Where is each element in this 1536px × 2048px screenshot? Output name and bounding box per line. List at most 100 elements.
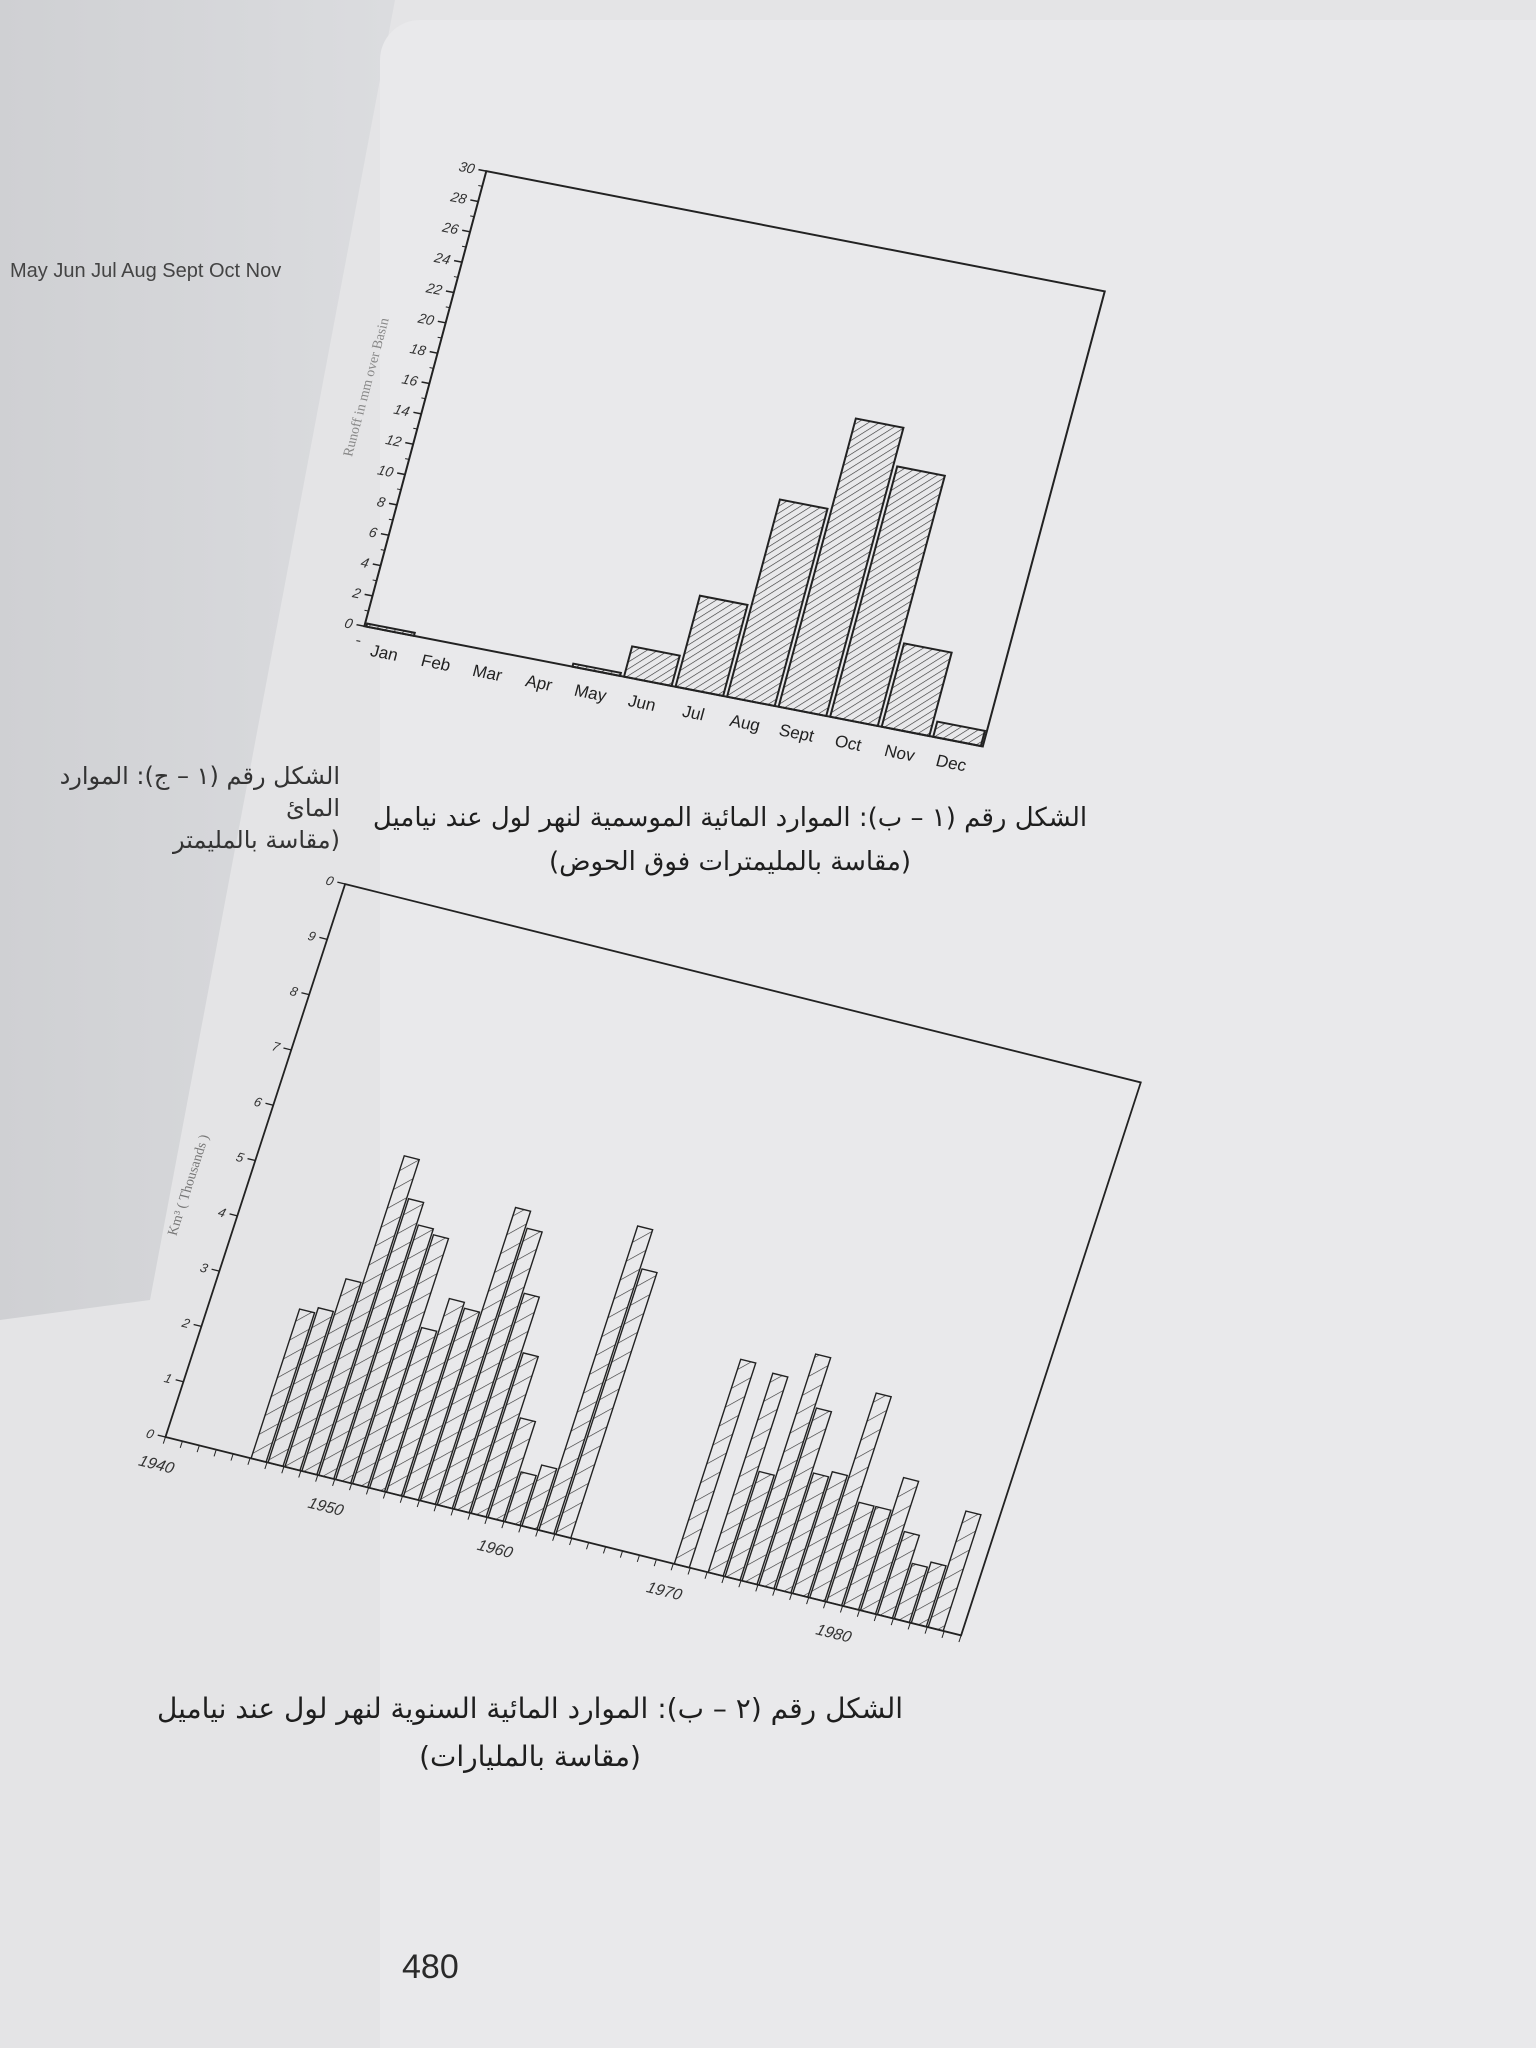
x-tick bbox=[958, 1635, 962, 1643]
y-tick-label: 1 bbox=[162, 1370, 174, 1386]
bar-1975 bbox=[758, 1407, 833, 1590]
y-tick-label: 4 bbox=[359, 554, 371, 571]
x-tick bbox=[755, 1584, 759, 1592]
bar-1979 bbox=[825, 1501, 875, 1607]
bar-1945 bbox=[250, 1308, 316, 1463]
x-tick bbox=[873, 1614, 877, 1622]
y-minor-tick bbox=[453, 276, 458, 278]
y-tick-label: 22 bbox=[424, 279, 445, 298]
x-tick bbox=[332, 1479, 336, 1487]
x-tick bbox=[552, 1533, 556, 1541]
x-tick bbox=[349, 1483, 353, 1491]
bar-1972 bbox=[707, 1372, 789, 1577]
y-minor-tick bbox=[437, 336, 442, 339]
y-tick bbox=[396, 472, 406, 476]
y-minor-tick bbox=[413, 427, 418, 430]
bar-1963 bbox=[554, 1268, 658, 1539]
y-tick-label: 7 bbox=[270, 1039, 282, 1055]
x-tick-label: Dec bbox=[934, 751, 969, 775]
seasonal-runoff-chart: 0 2 4 6 8 10 12 14 16 18 20 22 24 26 28 30 Runoff in mm … bbox=[283, 150, 1117, 831]
x-tick bbox=[196, 1445, 200, 1453]
left-page-month-labels: May Jun Jul Aug Sept Oct Nov bbox=[10, 260, 282, 282]
y-tick bbox=[356, 623, 365, 627]
y-tick-label: 0 bbox=[324, 873, 336, 889]
x-tick bbox=[890, 1618, 894, 1626]
y-tick bbox=[380, 532, 389, 536]
y-tick-label: 20 bbox=[416, 310, 437, 329]
bar-sept bbox=[777, 417, 905, 718]
bar-dec bbox=[931, 720, 987, 748]
x-tick bbox=[738, 1580, 742, 1588]
y-tick bbox=[319, 936, 328, 940]
x-tick bbox=[450, 1508, 454, 1516]
x-tick bbox=[602, 1546, 607, 1554]
bar-1947 bbox=[284, 1277, 362, 1472]
y-tick-label: 30 bbox=[457, 158, 477, 176]
x-tick-label: Jun bbox=[626, 691, 658, 715]
x-tick bbox=[721, 1576, 725, 1584]
bar-1957 bbox=[453, 1292, 541, 1514]
y-tick-label: 5 bbox=[234, 1149, 246, 1165]
left-caption-line1: الشكل رقم (١ – ج): الموارد المائ bbox=[59, 762, 340, 822]
x-tick-label: Apr bbox=[523, 671, 554, 694]
page-number: 480 bbox=[402, 1948, 459, 1986]
bar-jan bbox=[365, 622, 416, 638]
bar-1950 bbox=[334, 1224, 435, 1485]
bar-1970 bbox=[673, 1358, 757, 1569]
x-tick bbox=[264, 1462, 268, 1470]
y-tick bbox=[405, 441, 414, 445]
y-tick-label: 9 bbox=[306, 928, 318, 944]
y-tick-label: 0 bbox=[343, 615, 355, 632]
bar-1961 bbox=[521, 1464, 558, 1531]
x-tick-label: 1950 bbox=[306, 1495, 346, 1520]
x-tick bbox=[382, 1491, 387, 1499]
x-tick bbox=[162, 1436, 166, 1444]
bar-1946 bbox=[267, 1306, 335, 1468]
bar-1949 bbox=[317, 1197, 425, 1480]
y-axis-label: Runoff in mm over Basin bbox=[341, 317, 393, 458]
y-tick-label: 10 bbox=[376, 462, 396, 480]
y-minor-tick bbox=[405, 458, 410, 460]
x-tick bbox=[416, 1500, 420, 1508]
x-tick-label: 1970 bbox=[644, 1579, 684, 1604]
y-minor-tick bbox=[421, 397, 426, 400]
bar-1955 bbox=[419, 1206, 532, 1506]
x-tick bbox=[839, 1605, 844, 1613]
x-tick bbox=[315, 1474, 319, 1482]
x-tick bbox=[823, 1601, 827, 1609]
bar-1952 bbox=[368, 1326, 438, 1493]
y-tick bbox=[283, 1047, 292, 1051]
bar-nov bbox=[880, 642, 953, 738]
x-tick bbox=[281, 1466, 285, 1474]
bar-aug bbox=[725, 498, 829, 708]
x-tick bbox=[518, 1525, 522, 1533]
y-tick bbox=[229, 1213, 238, 1217]
x-tick-label: 1980 bbox=[814, 1622, 854, 1647]
x-tick bbox=[213, 1449, 217, 1457]
y-minor-tick bbox=[364, 609, 369, 612]
x-tick bbox=[636, 1555, 640, 1562]
y-tick-label: 28 bbox=[448, 188, 469, 207]
bar-1973 bbox=[724, 1470, 776, 1582]
y-tick bbox=[265, 1102, 274, 1106]
x-tick bbox=[365, 1487, 370, 1495]
y-tick bbox=[337, 881, 346, 885]
y-tick-label: 24 bbox=[432, 249, 453, 268]
bar-1958 bbox=[470, 1352, 540, 1518]
y-minor-tick bbox=[388, 518, 393, 521]
figure2-caption-line1: الشكل رقم (٢ – ب): الموارد المائية السنو… bbox=[156, 1692, 904, 1725]
figure2-caption-line2: (مقاسة بالمليارات) bbox=[419, 1740, 641, 1773]
x-tick-label: 1960 bbox=[475, 1537, 515, 1562]
x-tick bbox=[907, 1622, 911, 1630]
x-tick bbox=[247, 1457, 251, 1465]
y-tick bbox=[470, 199, 479, 203]
y-tick bbox=[364, 593, 373, 597]
y-tick-label: 2 bbox=[350, 584, 363, 601]
x-tick bbox=[941, 1631, 945, 1638]
bar-1948 bbox=[300, 1154, 421, 1476]
x-tick-label: Jul bbox=[680, 702, 706, 725]
x-tick bbox=[653, 1559, 657, 1567]
x-tick bbox=[467, 1512, 471, 1520]
